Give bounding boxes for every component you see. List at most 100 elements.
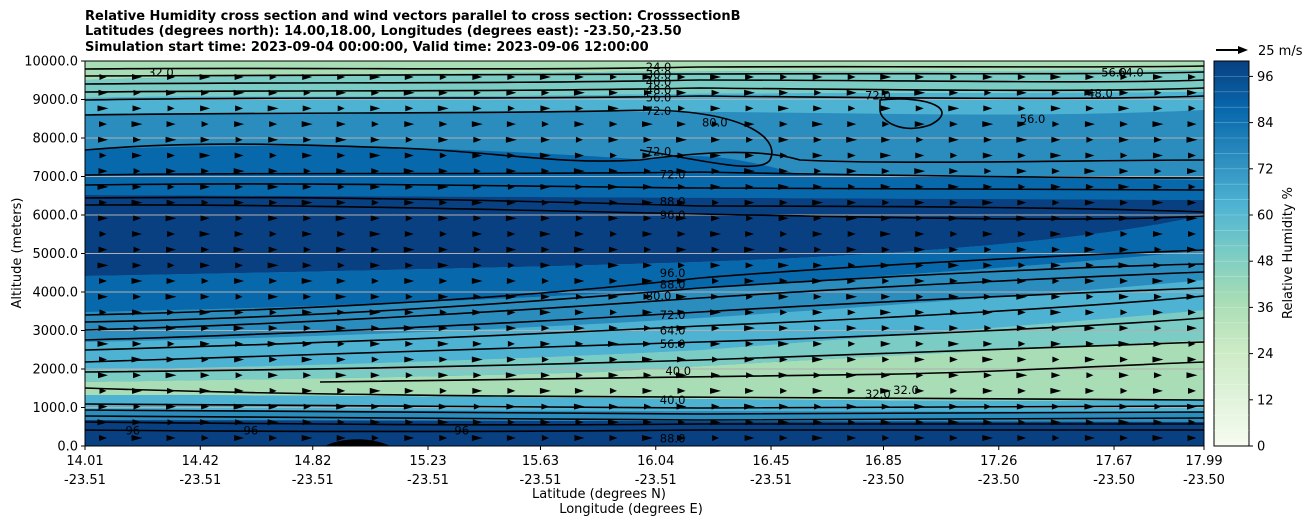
wind-arrow-icon — [880, 309, 892, 316]
wind-arrow-icon — [644, 403, 651, 410]
wind-arrow-icon — [1152, 152, 1163, 159]
wind-arrow-icon — [778, 262, 790, 269]
wind-arrow-icon — [473, 403, 481, 410]
wind-arrow-icon — [201, 278, 209, 285]
wind-arrow-icon — [1017, 309, 1026, 316]
wind-arrow-icon — [165, 215, 177, 222]
wind-arrow-icon — [1118, 183, 1130, 190]
wind-arrow-icon — [1084, 325, 1096, 332]
wind-arrow-icon — [813, 293, 822, 300]
wind-arrow-icon — [983, 340, 993, 347]
wind-arrow-icon — [1051, 293, 1061, 300]
wind-arrow-icon — [745, 105, 754, 112]
wind-arrow-icon — [98, 89, 108, 96]
wind-arrow-icon — [369, 152, 381, 159]
wind-arrow-icon — [301, 199, 313, 206]
wind-arrow-icon — [643, 183, 652, 190]
wind-arrow-icon — [1154, 168, 1162, 175]
wind-arrow-icon — [201, 168, 210, 175]
wind-arrow-icon — [1084, 356, 1095, 363]
wind-arrow-icon — [201, 435, 209, 441]
wind-arrow-icon — [1188, 230, 1196, 237]
wind-arrow-icon — [1086, 136, 1094, 143]
wind-arrow-icon — [1153, 372, 1162, 379]
wind-arrow-icon — [745, 183, 754, 190]
wind-arrow-icon — [1152, 278, 1164, 285]
wind-arrow-icon — [1152, 387, 1163, 394]
x-tick-label-lon: -23.51 — [750, 473, 792, 488]
wind-arrow-icon — [1018, 105, 1026, 112]
contour-label: 32.0 — [893, 383, 919, 397]
contour-label: 88.0 — [660, 277, 686, 291]
wind-arrow-icon — [880, 419, 891, 426]
wind-arrow-icon — [439, 152, 447, 159]
wind-arrow-icon — [303, 215, 312, 222]
wind-arrow-icon — [609, 74, 617, 80]
wind-arrow-icon — [403, 168, 415, 175]
wind-arrow-icon — [983, 262, 993, 269]
wind-arrow-icon — [643, 372, 652, 379]
wind-arrow-icon — [1120, 74, 1128, 80]
wind-arrow-icon — [678, 340, 686, 347]
wind-key-arrow-icon — [1238, 46, 1248, 54]
wind-arrow-icon — [472, 230, 483, 237]
wind-arrow-icon — [335, 136, 347, 143]
wind-arrow-icon — [643, 293, 652, 300]
contour-label: 32.0 — [148, 66, 174, 80]
colorbar-tick-label: 84 — [1257, 116, 1274, 131]
wind-arrow-icon — [847, 74, 856, 80]
y-tick-label: 5000.0 — [33, 247, 79, 262]
wind-arrow-icon — [607, 262, 619, 269]
colorbar-bands — [1214, 76, 1249, 431]
wind-arrow-icon — [167, 105, 175, 112]
wind-arrow-icon — [369, 230, 381, 237]
wind-arrow-icon — [848, 419, 856, 426]
wind-arrow-icon — [1119, 199, 1128, 206]
wind-arrow-icon — [98, 325, 108, 332]
wind-arrow-icon — [132, 387, 143, 394]
wind-arrow-icon — [1186, 136, 1198, 143]
wind-arrow-icon — [1118, 215, 1129, 222]
wind-arrow-icon — [746, 293, 754, 300]
wind-arrow-icon — [1016, 136, 1028, 143]
wind-arrow-icon — [507, 74, 516, 80]
wind-arrow-icon — [233, 89, 245, 96]
wind-arrow-icon — [437, 340, 449, 347]
wind-arrow-icon — [201, 89, 210, 96]
wind-arrow-icon — [948, 136, 959, 143]
contour-label: 40.0 — [660, 393, 686, 407]
wind-arrow-icon — [1050, 152, 1062, 159]
wind-arrow-icon — [1085, 340, 1094, 347]
wind-arrow-icon — [471, 356, 483, 363]
colorbar-tick-label: 48 — [1257, 255, 1274, 270]
wind-arrow-icon — [677, 356, 687, 363]
wind-arrow-icon — [301, 435, 313, 441]
chart-title-line-1: Relative Humidity cross section and wind… — [85, 9, 741, 24]
colorbar-tick-label: 36 — [1257, 301, 1274, 316]
wind-arrow-icon — [812, 74, 823, 80]
wind-arrow-icon — [268, 89, 278, 96]
wind-arrow-icon — [915, 183, 924, 190]
wind-arrow-icon — [983, 136, 992, 143]
wind-arrow-icon — [302, 262, 312, 269]
wind-arrow-icon — [131, 435, 143, 441]
wind-arrow-icon — [812, 309, 823, 316]
wind-arrow-icon — [1120, 230, 1128, 237]
wind-arrow-icon — [506, 403, 517, 410]
wind-arrow-icon — [676, 293, 688, 300]
wind-arrow-icon — [848, 262, 856, 269]
wind-arrow-icon — [914, 278, 925, 285]
wind-arrow-icon — [507, 262, 515, 269]
x-axis-label-longitude: Longitude (degrees E) — [559, 502, 703, 517]
wind-arrow-icon — [915, 340, 924, 347]
wind-arrow-icon — [914, 199, 925, 206]
wind-arrow-icon — [540, 372, 550, 379]
wind-arrow-icon — [166, 89, 177, 96]
wind-arrow-icon — [540, 419, 551, 426]
wind-arrow-icon — [677, 74, 686, 80]
wind-arrow-icon — [336, 246, 347, 253]
chart-title-line-3: Simulation start time: 2023-09-04 00:00:… — [85, 40, 649, 55]
wind-arrow-icon — [473, 168, 481, 175]
wind-arrow-icon — [506, 121, 516, 128]
wind-arrow-icon — [167, 262, 175, 269]
